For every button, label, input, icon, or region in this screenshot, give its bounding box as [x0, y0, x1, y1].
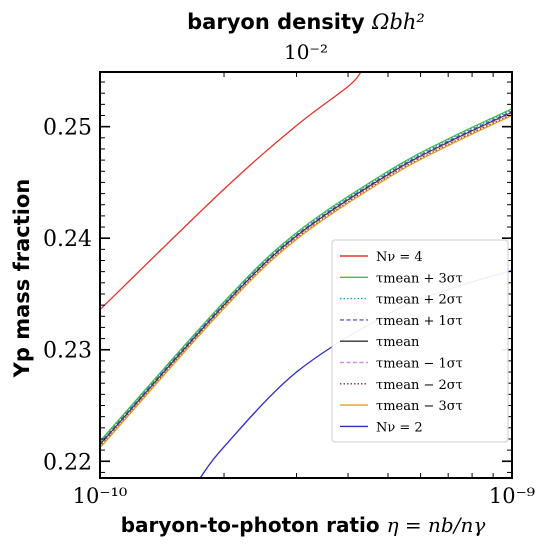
legend-label: τmean [376, 335, 420, 350]
series-line [100, 110, 512, 444]
plot-frame [99, 71, 513, 479]
legend-box [331, 239, 509, 443]
y-tick-label: 0.22 [43, 450, 92, 475]
legend-label: τmean + 1στ [376, 314, 463, 329]
y-tick-label: 0.24 [43, 227, 92, 252]
legend-label: Nν = 4 [376, 250, 423, 265]
x-tick-label: 10⁻⁹ [489, 484, 535, 508]
legend-label: τmean + 3στ [376, 271, 463, 286]
legend-label: τmean − 3στ [376, 399, 463, 414]
series-line [100, 112, 512, 447]
top-axis-exponent: 10⁻² [283, 40, 329, 64]
x-axis-label: baryon-to-photon ratio η = nb/nγ [60, 513, 546, 537]
legend-label: τmean + 2στ [376, 293, 463, 308]
series-line [100, 114, 512, 449]
x-tick-label: 10⁻¹⁰ [73, 484, 128, 508]
top-axis-title-symbol: Ωbh² [372, 10, 425, 34]
series-line [100, 111, 512, 445]
series-line [100, 108, 512, 442]
series-line [100, 72, 362, 311]
top-axis-title: baryon density Ωbh² [100, 10, 512, 34]
legend-label: τmean − 1στ [376, 357, 463, 372]
x-axis-label-text: baryon-to-photon ratio [120, 513, 380, 537]
legend-label: τmean − 2στ [376, 378, 463, 393]
y-tick-label: 0.23 [43, 339, 92, 364]
y-axis-label: Yp mass fraction [10, 178, 34, 378]
x-axis-label-symbol: η = nb/nγ [386, 513, 486, 537]
legend-label: Nν = 2 [376, 420, 423, 435]
y-tick-label: 0.25 [43, 116, 92, 141]
top-axis-title-text: baryon density [187, 10, 365, 34]
